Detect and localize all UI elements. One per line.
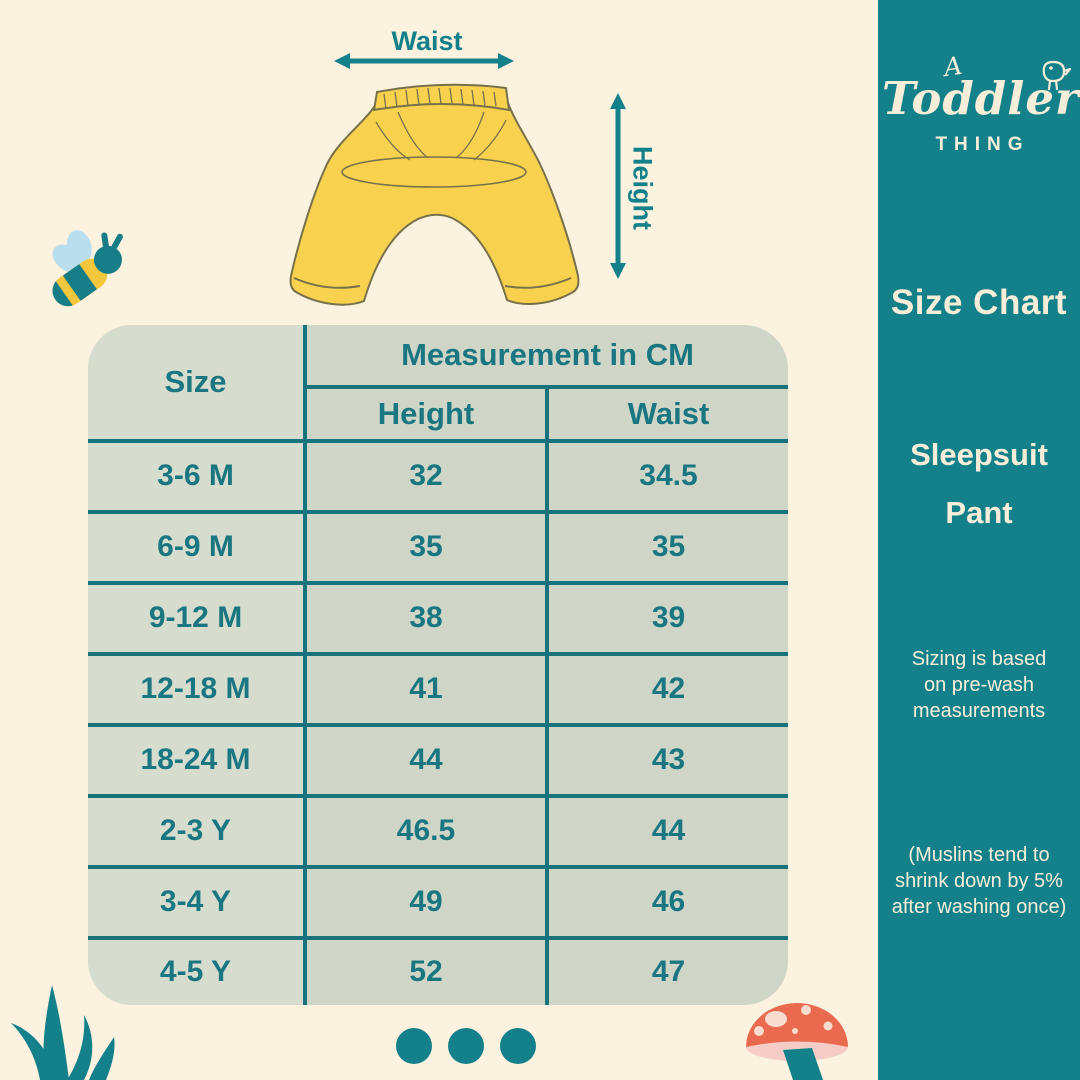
waist-cell: 46 <box>547 866 788 940</box>
shrink-note: (Muslins tend to shrink down by 5% after… <box>878 842 1080 920</box>
size-table: Size Measurement in CM Height Waist 3-6 … <box>88 325 788 1005</box>
height-cell: 44 <box>305 724 549 798</box>
size-cell: 3-6 M <box>88 441 307 514</box>
sizing-note-line: Sizing is based <box>911 648 1047 670</box>
sidebar: A Toddler THING Size Chart Sleepsuit Pan… <box>878 0 1080 1080</box>
size-cell: 9-12 M <box>88 582 307 656</box>
sidebar-title: Size Chart <box>890 283 1068 322</box>
waist-cell: 35 <box>547 511 788 585</box>
pants-illustration <box>289 83 580 306</box>
grass-illustration <box>11 985 115 1080</box>
waist-cell: 44 <box>547 795 788 869</box>
table-row: 9-12 M 38 39 <box>88 582 788 656</box>
mushroom-illustration <box>746 1003 848 1080</box>
shrink-note-line: shrink down by 5% <box>895 870 1063 892</box>
product-name-line: Sleepsuit <box>910 437 1048 472</box>
size-column-header: Size <box>88 325 307 443</box>
dot-icon <box>500 1028 536 1064</box>
table-row: 3-6 M 32 34.5 <box>88 441 788 514</box>
size-cell: 6-9 M <box>88 511 307 585</box>
waist-arrow-icon <box>334 53 514 69</box>
height-column-header: Height <box>305 387 549 443</box>
pagination-dots <box>396 1028 536 1064</box>
height-label: Height <box>627 146 658 230</box>
table-row: 3-4 Y 49 46 <box>88 866 788 940</box>
dot-icon <box>448 1028 484 1064</box>
height-cell: 52 <box>305 937 549 1005</box>
size-cell: 2-3 Y <box>88 795 307 869</box>
sizing-note: Sizing is based on pre-wash measurements <box>878 646 1080 724</box>
bee-illustration <box>46 230 123 313</box>
waist-cell: 42 <box>547 653 788 727</box>
height-cell: 38 <box>305 582 549 656</box>
table-row: 6-9 M 35 35 <box>88 511 788 585</box>
bird-icon <box>1042 60 1072 91</box>
height-cell: 46.5 <box>305 795 549 869</box>
table-row: 2-3 Y 46.5 44 <box>88 795 788 869</box>
product-name: Sleepsuit Pant <box>878 426 1080 542</box>
height-arrow-icon <box>610 93 626 279</box>
waist-cell: 43 <box>547 724 788 798</box>
size-cell: 12-18 M <box>88 653 307 727</box>
table-row: 18-24 M 44 43 <box>88 724 788 798</box>
waist-column-header: Waist <box>547 387 788 443</box>
logo-thing-text: THING <box>935 134 1030 155</box>
dot-icon <box>396 1028 432 1064</box>
waist-cell: 34.5 <box>547 441 788 514</box>
table-header-row-1: Size Measurement in CM <box>88 325 788 443</box>
measurement-header: Measurement in CM <box>305 325 788 389</box>
height-cell: 32 <box>305 441 549 514</box>
shrink-note-line: after washing once) <box>891 896 1067 918</box>
logo-toddler-text: Toddler <box>882 72 1080 125</box>
shrink-note-line: (Muslins tend to <box>908 844 1050 866</box>
product-name-line: Pant <box>945 495 1013 530</box>
brand-logo: A Toddler THING <box>878 51 1080 172</box>
waist-label: Waist <box>391 26 463 56</box>
waist-cell: 47 <box>651 955 686 989</box>
table-row: 4-5 Y 52 47 <box>88 937 788 1005</box>
height-cell: 41 <box>305 653 549 727</box>
sizing-note-line: measurements <box>912 700 1046 722</box>
sizing-note-line: on pre-wash <box>923 674 1035 696</box>
waist-cell: 39 <box>547 582 788 656</box>
table-row: 12-18 M 41 42 <box>88 653 788 727</box>
size-table-card: Size Measurement in CM Height Waist 3-6 … <box>88 325 788 1005</box>
height-cell: 49 <box>305 866 549 940</box>
size-cell: 18-24 M <box>88 724 307 798</box>
table-header-row-2: Height Waist <box>88 387 788 443</box>
size-cell: 4-5 Y <box>88 937 307 1005</box>
size-cell: 3-4 Y <box>88 866 307 940</box>
height-cell: 35 <box>305 511 549 585</box>
